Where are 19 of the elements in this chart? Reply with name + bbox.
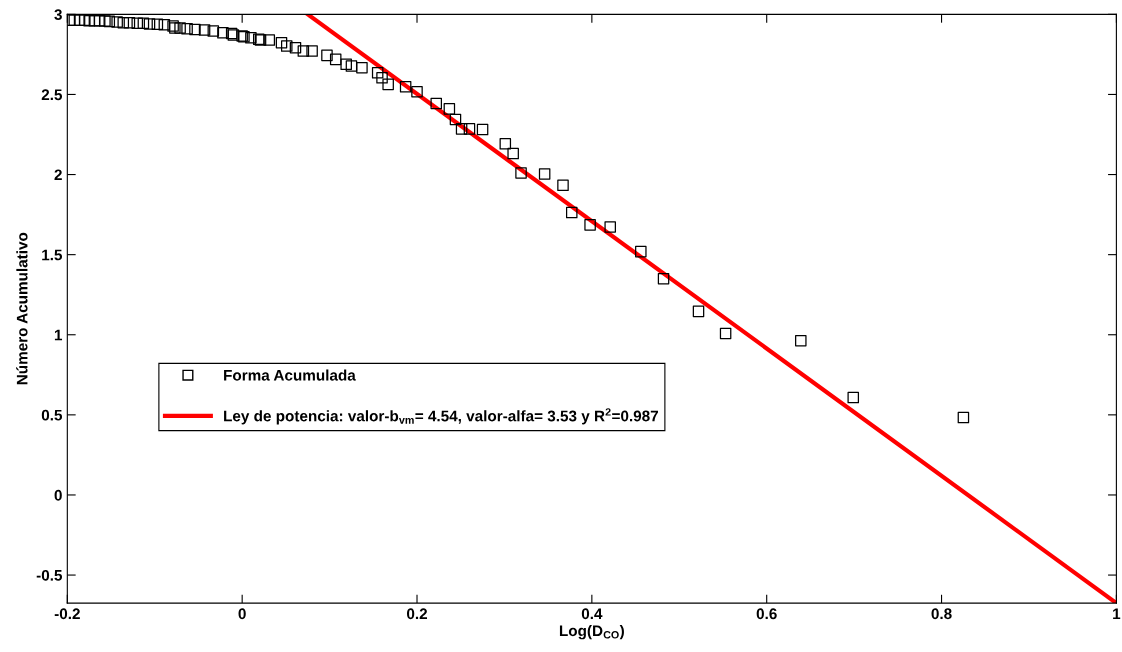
- y-tick-label: 2: [54, 169, 62, 181]
- legend-label: Forma Acumulada: [224, 369, 356, 381]
- y-tick-label: 1.5: [42, 249, 63, 261]
- y-tick-label: 3: [54, 9, 62, 21]
- x-tick-label: -0.2: [54, 608, 80, 620]
- x-tick-label: 0.4: [581, 608, 603, 620]
- x-tick-label: 1: [1113, 608, 1121, 620]
- y-tick-label: 2.5: [41, 89, 63, 101]
- x-tick-label: 0.8: [931, 608, 952, 620]
- y-axis-title: Número Acumulativo: [16, 232, 28, 385]
- y-tick-label: 0: [54, 489, 62, 501]
- x-tick-label: 0.2: [407, 608, 428, 620]
- y-tick-label: -0.5: [36, 569, 63, 581]
- x-axis-title: Log(D$_{CO}$): [559, 624, 624, 640]
- x-tick-label: 0.6: [756, 608, 777, 620]
- legend-label: Ley de potencia: valor-b$_{vm}$= 4.54, valor-alfa= 3.53 y R$^{2}$=0.987: [224, 408, 658, 425]
- x-tick-label: 0: [238, 608, 246, 620]
- y-tick-label: 0.5: [41, 409, 63, 421]
- y-tick-label: 1: [54, 329, 63, 341]
